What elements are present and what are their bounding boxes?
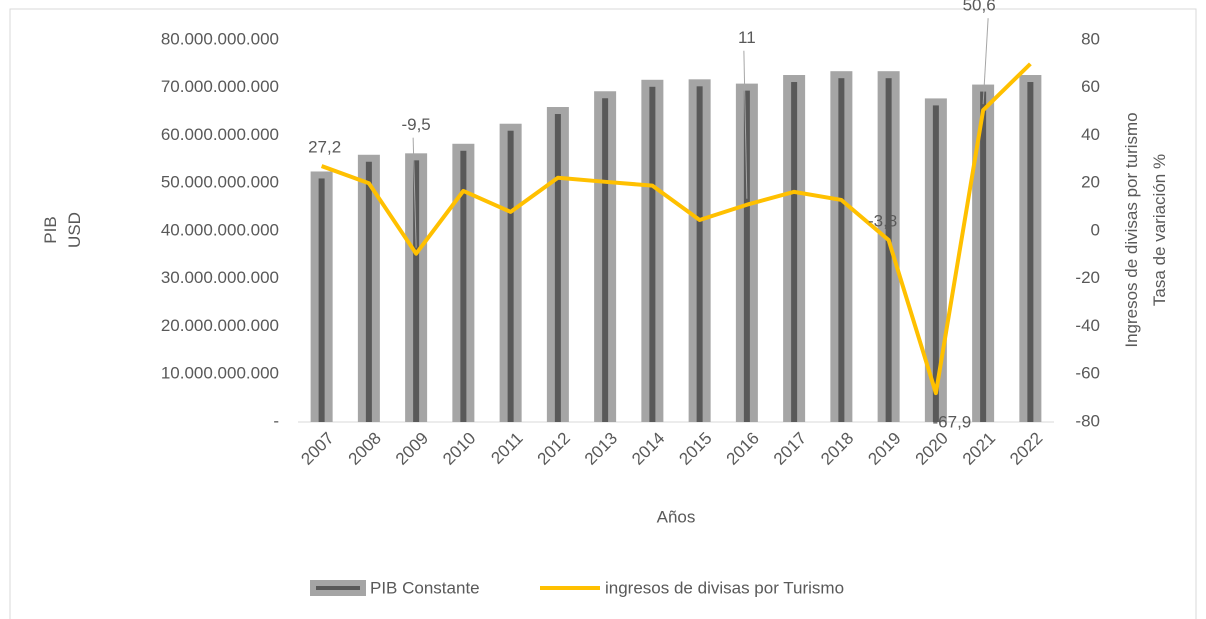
leader-line <box>412 137 417 248</box>
y-tick-label: 60.000.000.000 <box>161 125 279 144</box>
bar-core <box>554 114 561 422</box>
y2-axis-title-line: Tasa de variación % <box>1150 154 1169 306</box>
bar-core <box>743 90 750 423</box>
y-tick-label: 80.000.000.000 <box>161 29 279 48</box>
y2-tick-label: 0 <box>1091 220 1100 239</box>
bar-core <box>838 78 845 422</box>
leader-line <box>982 18 989 105</box>
y2-tick-label: -60 <box>1075 364 1100 383</box>
bar-core <box>980 91 987 422</box>
y-tick-label: 40.000.000.000 <box>161 220 279 239</box>
y2-tick-label: -40 <box>1075 316 1100 335</box>
bar-core <box>507 130 514 422</box>
bar-core <box>318 178 325 422</box>
y-tick-label: 50.000.000.000 <box>161 173 279 192</box>
bar-core <box>365 161 372 422</box>
y2-axis-title: Ingresos de divisas por turismo Tasa de v… <box>1122 112 1169 347</box>
y2-tick-label: 20 <box>1081 173 1100 192</box>
data-label: -9,5 <box>401 115 430 134</box>
bar-core <box>413 160 420 422</box>
y2-axis-title-line: Ingresos de divisas por turismo <box>1122 112 1141 347</box>
y-tick-label: - <box>273 411 279 430</box>
y-axis-title: PIB USD <box>41 212 84 248</box>
y-tick-label: 10.000.000.000 <box>161 364 279 383</box>
bar-core <box>602 98 609 422</box>
data-label: 50,6 <box>963 0 996 15</box>
y-tick-label: 30.000.000.000 <box>161 268 279 287</box>
bar-core <box>1027 82 1034 423</box>
data-label: 11 <box>738 28 756 47</box>
legend-label: ingresos de divisas por Turismo <box>605 578 844 597</box>
legend-label: PIB Constante <box>370 578 480 597</box>
x-axis-title: Años <box>657 507 696 526</box>
y-axis-title-line: PIB <box>41 216 60 243</box>
bar-core <box>885 78 892 422</box>
bar-core <box>649 86 656 423</box>
y2-tick-label: 80 <box>1081 29 1100 48</box>
bar-core <box>460 150 467 422</box>
data-label: 27,2 <box>308 138 341 157</box>
y2-tick-label: 40 <box>1081 125 1100 144</box>
line <box>320 62 1032 396</box>
y2-tick-label: -80 <box>1075 411 1100 430</box>
bar-core <box>791 82 798 423</box>
y2-tick-label: 60 <box>1081 77 1100 96</box>
data-label: -3,8 <box>868 212 897 231</box>
y-tick-label: 70.000.000.000 <box>161 77 279 96</box>
legend-swatch-core <box>316 586 360 590</box>
leader-line <box>743 50 748 199</box>
y-axis-title-line: USD <box>65 212 84 248</box>
y-tick-label: 20.000.000.000 <box>161 316 279 335</box>
data-label: -67,9 <box>933 413 972 432</box>
bar-core <box>696 86 703 422</box>
y2-tick-label: -20 <box>1075 268 1100 287</box>
bar-core <box>932 105 939 422</box>
